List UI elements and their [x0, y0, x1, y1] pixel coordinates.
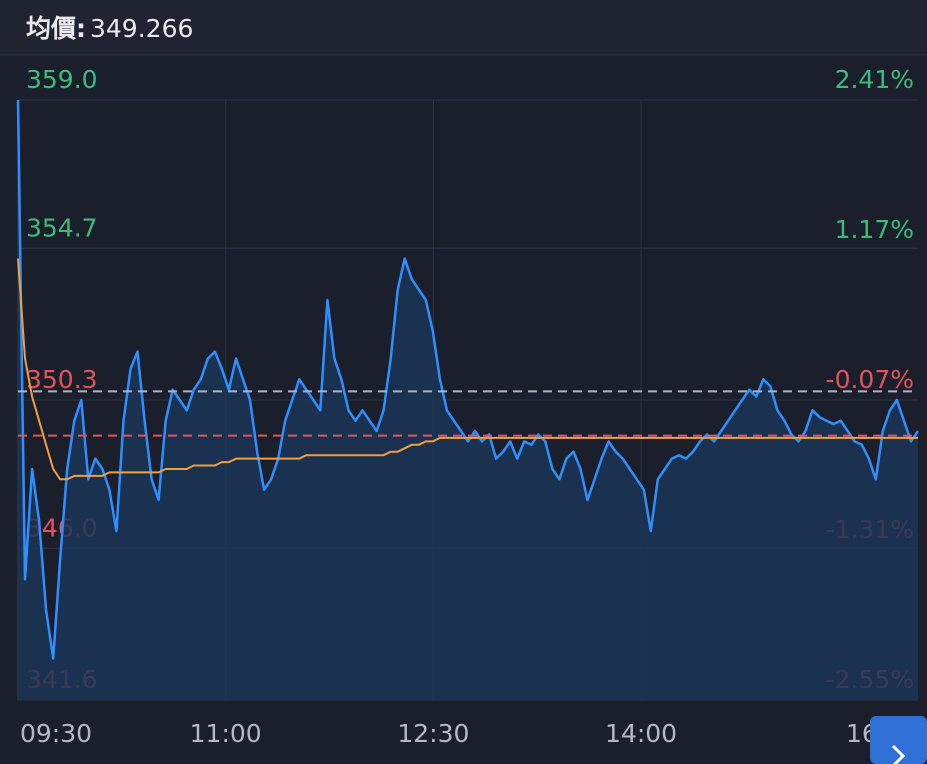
header-bar	[0, 0, 927, 55]
x-tick-label: 12:30	[397, 719, 469, 748]
x-tick-label: 14:00	[605, 719, 677, 748]
next-arrow-icon	[891, 744, 906, 764]
avg-price-label: 均價:	[26, 14, 86, 43]
price-area	[18, 100, 918, 700]
price-line	[16, 99, 920, 660]
y-tick-label: 350.3	[26, 365, 98, 394]
x-tick-label: 11:00	[190, 719, 262, 748]
y-tick-label: 354.7	[26, 213, 98, 242]
y2-tick-label: 2.41%	[835, 65, 914, 94]
y2-tick-label: -0.07%	[826, 365, 914, 394]
next-button[interactable]	[870, 716, 927, 764]
avg-price-value: 349.266	[90, 14, 193, 43]
y2-tick-label: 1.17%	[835, 215, 914, 244]
avg-price-line	[17, 258, 918, 481]
x-tick-label: 09:30	[20, 719, 92, 748]
y-tick-label: 359.0	[26, 65, 98, 94]
